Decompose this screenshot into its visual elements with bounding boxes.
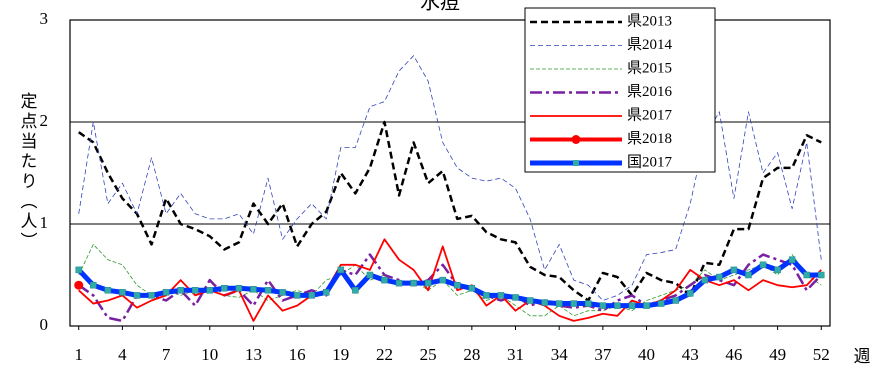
x-tick-label: 40 [638, 345, 655, 364]
point [235, 285, 243, 292]
point [585, 300, 592, 307]
point [191, 287, 199, 294]
legend-label: 県2015 [627, 60, 672, 76]
point [75, 266, 82, 274]
point [104, 287, 112, 294]
x-tick-label: 37 [594, 345, 612, 364]
legend-label: 県2017 [627, 107, 673, 123]
y-tick-label: 1 [40, 213, 49, 232]
point [526, 297, 534, 304]
point [381, 276, 388, 284]
x-tick-label: 16 [289, 345, 306, 364]
point [410, 279, 417, 287]
point [745, 271, 752, 279]
y-tick-label: 3 [40, 9, 49, 28]
point [177, 287, 184, 294]
x-tick-label: 49 [769, 345, 786, 364]
point [395, 279, 403, 287]
point [541, 299, 548, 306]
point [119, 289, 126, 296]
series-line [76, 257, 822, 309]
y-tick-label: 0 [40, 315, 49, 334]
x-tick-label: 52 [813, 345, 830, 364]
point [672, 297, 679, 304]
x-tick-label: 46 [725, 345, 742, 364]
point [366, 271, 374, 279]
point [657, 300, 665, 307]
point [686, 290, 694, 297]
chart-title: 水痘 [420, 0, 460, 14]
point [424, 279, 432, 287]
legend-box [524, 7, 716, 173]
point [628, 302, 636, 309]
x-tick-label: 31 [507, 345, 524, 364]
point [206, 287, 214, 294]
point [468, 285, 476, 292]
y-axis-label: 定点当たり（人） [18, 92, 38, 252]
point [599, 302, 607, 309]
x-tick-label: 4 [118, 345, 127, 364]
x-tick-label: 10 [201, 345, 218, 364]
x-tick-label: 34 [551, 345, 569, 364]
series-line [78, 244, 822, 317]
point [162, 289, 170, 296]
x-tick-label: 25 [420, 345, 437, 364]
x-axis-label: 週 [854, 347, 871, 366]
point [512, 294, 519, 301]
plot-border [69, 19, 831, 327]
point [774, 266, 781, 274]
point [788, 256, 796, 263]
x-tick-label: 7 [162, 345, 171, 364]
point [90, 281, 97, 289]
x-tick-label: 22 [376, 345, 393, 364]
point [279, 289, 286, 296]
point [439, 276, 446, 284]
point [250, 286, 257, 293]
legend-label: 県2014 [627, 37, 673, 53]
y-tick-label: 2 [40, 111, 49, 130]
x-tick-label: 13 [245, 345, 262, 364]
legend-marker [573, 160, 579, 166]
legend-marker [571, 135, 581, 144]
point [352, 287, 359, 294]
point [570, 300, 578, 307]
point [803, 271, 810, 279]
x-tick-label: 43 [682, 345, 699, 364]
point [322, 289, 330, 296]
point [483, 292, 490, 299]
legend-label: 国2017 [627, 153, 673, 170]
point [614, 302, 621, 309]
point [454, 281, 461, 289]
point [701, 276, 709, 284]
point [555, 300, 563, 307]
x-tick-label: 1 [74, 345, 83, 364]
point [148, 292, 155, 299]
x-tick-label: 19 [332, 345, 349, 364]
legend-label: 県2013 [627, 13, 672, 29]
point [133, 292, 141, 299]
series-line [78, 238, 822, 322]
point [264, 287, 272, 294]
point [221, 285, 228, 292]
series-line [78, 120, 822, 302]
point [293, 292, 301, 299]
point [759, 261, 767, 269]
legend: 県2013 県2014 県2015 県2016 県2017 県2018 国2017 [524, 7, 716, 173]
x-tick-label: 28 [463, 345, 480, 364]
point [818, 271, 825, 279]
point [74, 280, 84, 290]
point [308, 292, 315, 299]
point [337, 266, 345, 274]
point [643, 302, 650, 309]
legend-label: 県2016 [627, 84, 673, 100]
point [730, 266, 738, 274]
point [497, 292, 505, 299]
point [716, 273, 723, 281]
legend-label: 県2018 [627, 131, 672, 147]
